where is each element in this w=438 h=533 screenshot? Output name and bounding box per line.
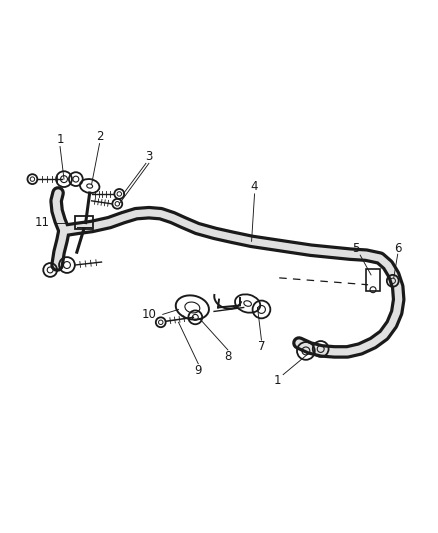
Text: 4: 4: [251, 180, 258, 192]
Text: 5: 5: [353, 242, 360, 255]
Text: 7: 7: [258, 341, 265, 353]
Text: 6: 6: [394, 242, 402, 255]
Bar: [366, 269, 380, 290]
Text: 9: 9: [194, 364, 202, 377]
Text: 11: 11: [35, 216, 50, 229]
Text: 10: 10: [141, 308, 156, 321]
Text: 2: 2: [96, 130, 103, 143]
Bar: [75, 216, 92, 230]
Text: 8: 8: [224, 350, 232, 364]
Text: 3: 3: [145, 150, 152, 163]
Text: 1: 1: [273, 374, 281, 387]
Text: 1: 1: [57, 133, 64, 146]
